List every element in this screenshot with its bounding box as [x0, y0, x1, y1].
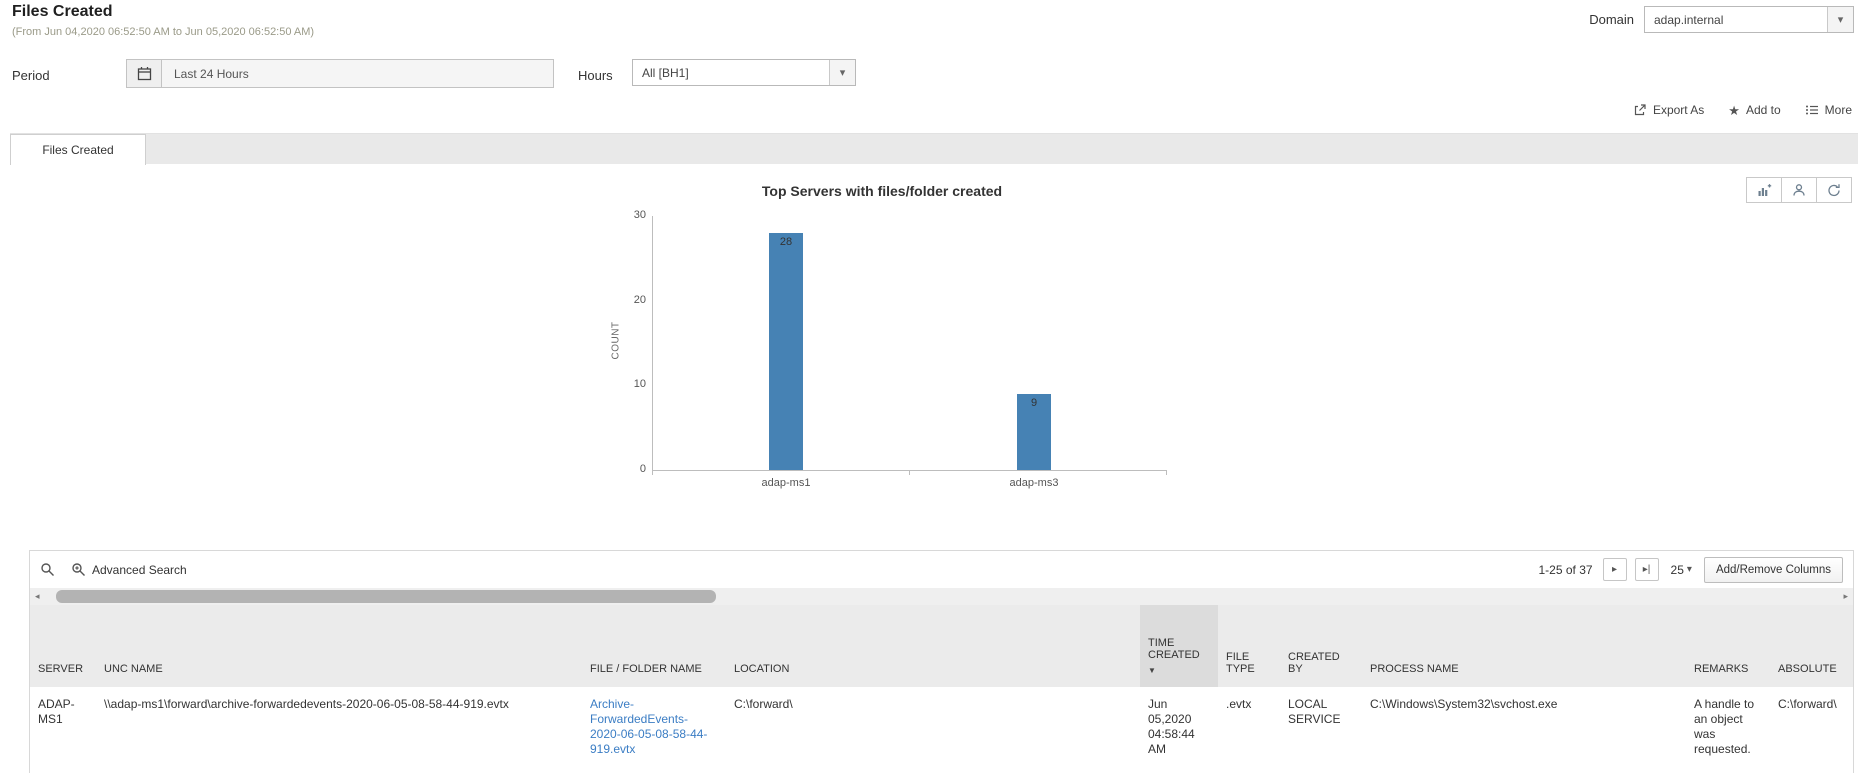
table-row[interactable]: ADAP-MS1 \\adap-ms1\forward\archive-forw…: [30, 687, 1853, 773]
results-table: SERVER UNC NAME FILE / FOLDER NAME LOCAT…: [30, 605, 1853, 773]
more-label: More: [1824, 103, 1852, 117]
x-axis-category-label: adap-ms1: [761, 477, 811, 489]
column-header-location[interactable]: LOCATION: [726, 605, 1140, 687]
cell-location: C:\forward\: [734, 697, 793, 711]
search-icon: [41, 563, 54, 576]
scroll-left-icon[interactable]: ◂: [35, 591, 40, 601]
more-menu-icon: [1805, 105, 1818, 115]
x-axis-category-label: adap-ms3: [1009, 477, 1059, 489]
scrollbar-thumb[interactable]: [56, 590, 716, 603]
column-header-remarks[interactable]: REMARKS: [1686, 605, 1770, 687]
chart-bar[interactable]: 9: [1017, 394, 1051, 470]
user-based-report-button[interactable]: [1781, 177, 1817, 203]
page-size-select[interactable]: 25 ▾: [1671, 563, 1692, 577]
report-actions: Export As ★ Add to More: [1633, 103, 1852, 117]
tab-strip: Files Created: [10, 133, 1858, 165]
hours-select[interactable]: All [BH1] ▾: [632, 59, 856, 86]
calendar-button[interactable]: [126, 59, 162, 88]
column-header-label: TIME CREATED: [1148, 637, 1200, 661]
advanced-search-label: Advanced Search: [92, 562, 187, 577]
pagination-range: 1-25 of 37: [1538, 562, 1593, 577]
advanced-search-button[interactable]: Advanced Search: [71, 562, 187, 577]
horizontal-scrollbar[interactable]: ◂ ▸: [30, 588, 1853, 605]
domain-selector-row: Domain adap.internal ▾: [1589, 6, 1854, 33]
export-as-button[interactable]: Export As: [1633, 103, 1704, 117]
cell-process-name: C:\Windows\System32\svchost.exe: [1370, 697, 1558, 711]
refresh-icon: [1828, 184, 1840, 197]
hours-select-value: All [BH1]: [642, 65, 689, 80]
add-to-button[interactable]: ★ Add to: [1728, 103, 1780, 117]
pagination-controls: 1-25 of 37 ▸ ▸| 25 ▾ Add/Remove Columns: [1538, 556, 1843, 583]
bar-value-label: 28: [779, 236, 793, 248]
last-page-button[interactable]: ▸|: [1634, 558, 1659, 581]
y-tick-label: 20: [633, 294, 646, 306]
period-label: Period: [12, 68, 50, 83]
export-as-label: Export As: [1652, 103, 1705, 117]
refresh-button[interactable]: [1816, 177, 1852, 203]
page-size-value: 25: [1670, 562, 1684, 577]
domain-select-value: adap.internal: [1654, 12, 1724, 27]
advanced-search-icon: [72, 563, 85, 576]
x-tick-mark: [909, 471, 910, 475]
cell-time-created: Jun 05,2020 04:58:44 AM: [1148, 697, 1195, 756]
more-button[interactable]: More: [1805, 103, 1852, 117]
sort-descending-icon[interactable]: ▼: [1148, 666, 1156, 675]
column-header-server[interactable]: SERVER: [30, 605, 96, 687]
chevron-down-icon: ▾: [829, 60, 855, 85]
chart-type-button[interactable]: [1746, 177, 1782, 203]
search-button[interactable]: [40, 562, 55, 577]
table-toolbar: Advanced Search 1-25 of 37 ▸ ▸| 25 ▾ Add…: [30, 551, 1853, 588]
bar-chart-add-icon: [1758, 184, 1771, 196]
add-remove-columns-button[interactable]: Add/Remove Columns: [1703, 556, 1843, 583]
hours-label: Hours: [578, 68, 613, 83]
x-axis-line: [652, 470, 1167, 471]
chart-title: Top Servers with files/folder created: [761, 183, 1003, 199]
column-header-unc-name[interactable]: UNC NAME: [96, 605, 582, 687]
bar-chart: COUNT 30 20 10 0 28 9 adap-ms1 adap-ms3: [600, 206, 1220, 506]
column-header-file-type[interactable]: FILE TYPE: [1218, 605, 1280, 687]
column-header-created-by[interactable]: CREATED BY: [1280, 605, 1362, 687]
y-tick-label: 0: [639, 463, 646, 475]
period-picker: Last 24 Hours: [126, 59, 554, 88]
cell-unc-name: \\adap-ms1\forward\archive-forwardedeven…: [104, 697, 509, 711]
chart-bar[interactable]: 28: [769, 233, 803, 470]
star-icon: ★: [1728, 102, 1740, 118]
export-icon: [1634, 104, 1646, 116]
results-panel: Advanced Search 1-25 of 37 ▸ ▸| 25 ▾ Add…: [29, 550, 1854, 773]
domain-select[interactable]: adap.internal ▾: [1644, 6, 1854, 33]
y-tick-label: 10: [633, 378, 646, 390]
next-page-button[interactable]: ▸: [1602, 558, 1627, 581]
cell-file-folder-name: Archive-ForwardedEvents-2020-06-05-08-58…: [582, 687, 726, 773]
y-axis-title: COUNT: [610, 321, 622, 360]
add-to-label: Add to: [1745, 103, 1781, 117]
chevron-down-icon: ▾: [1827, 7, 1853, 32]
cell-created-by: LOCAL SERVICE: [1288, 697, 1341, 726]
user-icon: [1793, 184, 1805, 196]
cell-server: ADAP-MS1: [38, 697, 75, 726]
cell-absolute-path: C:\forward\: [1778, 697, 1837, 711]
page-title: Files Created: [12, 3, 113, 20]
table-header-row: SERVER UNC NAME FILE / FOLDER NAME LOCAT…: [30, 605, 1853, 687]
column-header-file-folder-name[interactable]: FILE / FOLDER NAME: [582, 605, 726, 687]
cell-remarks: A handle to an object was requested.: [1694, 697, 1755, 756]
cell-file-type: .evtx: [1226, 697, 1252, 711]
tab-files-created[interactable]: Files Created: [10, 134, 146, 165]
y-tick-label: 30: [633, 209, 646, 221]
report-date-range: (From Jun 04,2020 06:52:50 AM to Jun 05,…: [12, 26, 315, 38]
caret-down-icon: ▾: [1686, 564, 1692, 575]
bar-value-label: 9: [1030, 397, 1038, 409]
column-header-absolute[interactable]: ABSOLUTE: [1770, 605, 1853, 687]
x-tick-mark: [1166, 471, 1167, 475]
calendar-icon: [137, 67, 151, 81]
y-axis-line: [652, 216, 653, 470]
domain-label: Domain: [1589, 12, 1634, 27]
period-input[interactable]: Last 24 Hours: [162, 59, 554, 88]
tab-label: Files Created: [42, 143, 114, 157]
scroll-right-icon[interactable]: ▸: [1843, 591, 1848, 601]
chart-toolbar: [1746, 177, 1852, 203]
x-tick-mark: [652, 471, 653, 475]
column-header-time-created[interactable]: TIME CREATED ▼: [1140, 605, 1218, 687]
file-name-link[interactable]: Archive-ForwardedEvents-2020-06-05-08-58…: [590, 697, 708, 756]
column-header-process-name[interactable]: PROCESS NAME: [1362, 605, 1686, 687]
